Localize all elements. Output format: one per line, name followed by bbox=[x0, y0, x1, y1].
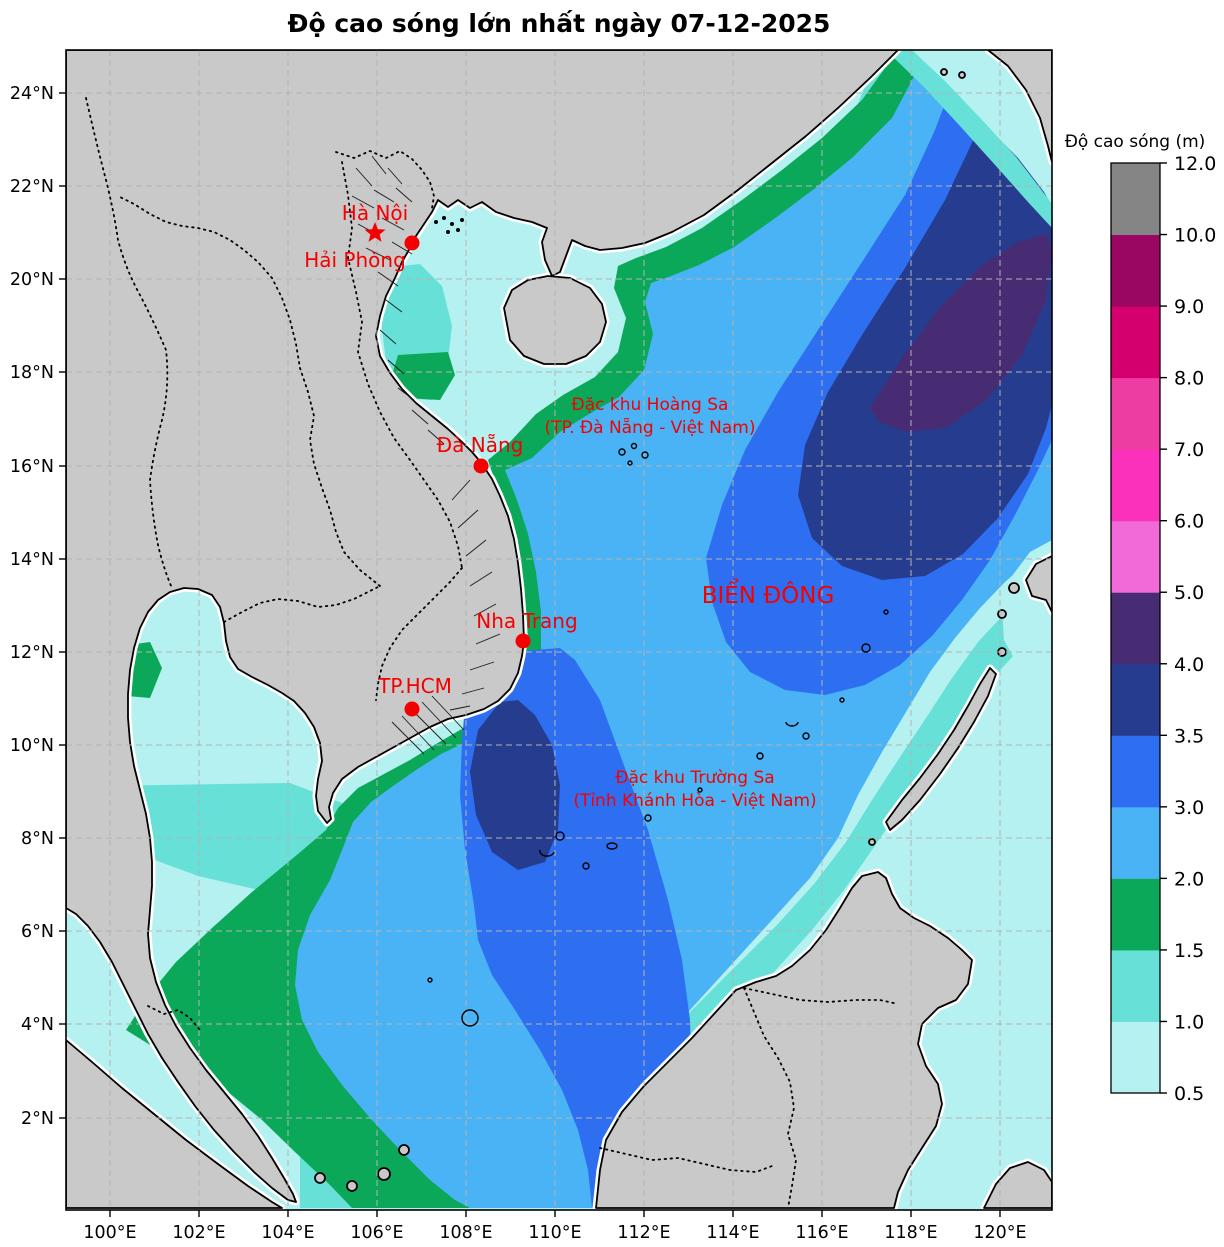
colorbar-cell bbox=[1111, 306, 1160, 379]
city-dot-marker bbox=[515, 633, 531, 649]
y-tick-label: 6°N bbox=[21, 922, 54, 942]
land-islet bbox=[1008, 582, 1020, 594]
country-borders bbox=[85, 97, 899, 1209]
colorbar-cell bbox=[1111, 949, 1160, 1022]
y-tick-label: 14°N bbox=[10, 550, 54, 570]
taiwan-strait-cyan bbox=[884, 50, 1052, 206]
land-palawan bbox=[885, 667, 997, 831]
city-label: Nha Trang bbox=[476, 609, 577, 633]
colorbar-cell bbox=[1111, 663, 1160, 736]
y-tick-label: 12°N bbox=[10, 643, 54, 663]
colorbar-tick-label: 2.0 bbox=[1174, 868, 1204, 890]
x-tick-label: 114°E bbox=[706, 1223, 759, 1243]
colorbar-tick-label: 7.0 bbox=[1174, 439, 1204, 461]
colorbar-cell bbox=[1111, 234, 1160, 307]
colorbar-frame bbox=[1110, 162, 1161, 1094]
x-tick-label: 104°E bbox=[261, 1223, 314, 1243]
land-islet bbox=[398, 1144, 410, 1156]
land-sumatra bbox=[66, 1039, 283, 1209]
colorbar-tick-label: 0.5 bbox=[1174, 1083, 1204, 1105]
land-sulawesi-corner bbox=[983, 1161, 1052, 1209]
x-tick-label: 102°E bbox=[172, 1223, 225, 1243]
city-label: TP.HCM bbox=[377, 674, 452, 698]
region-label-hoang-sa: Đặc khu Hoàng Sa (TP. Đà Nẵng - Việt Nam) bbox=[545, 395, 756, 438]
colorbar-cell bbox=[1111, 449, 1160, 522]
colorbar-cell bbox=[1111, 806, 1160, 879]
colorbar-tick-label: 8.0 bbox=[1174, 368, 1204, 390]
land-islet bbox=[314, 1172, 326, 1184]
land-islet bbox=[958, 71, 966, 79]
colorbar-cell bbox=[1111, 878, 1160, 951]
city-label: Hải Phòng bbox=[304, 248, 406, 272]
y-tick-label: 8°N bbox=[21, 829, 54, 849]
y-tick-label: 2°N bbox=[21, 1109, 54, 1129]
x-axis: 100°E 102°E 104°E 106°E 108°E 110°E 112°E 114°E… bbox=[83, 1210, 1027, 1243]
y-tick-label: 20°N bbox=[10, 270, 54, 290]
map-area: Hà Nội Hải Phòng Đà Nẵng Nha Trang TP.HCM Đặ… bbox=[66, 50, 1052, 1210]
wave-band-40-50 bbox=[870, 234, 1052, 432]
y-tick-label: 4°N bbox=[21, 1015, 54, 1035]
landmass bbox=[66, 50, 1052, 1209]
x-tick-label: 100°E bbox=[83, 1223, 136, 1243]
region-labels: Đặc khu Hoàng Sa (TP. Đà Nẵng - Việt Nam)… bbox=[545, 395, 835, 811]
y-tick-label: 22°N bbox=[10, 177, 54, 197]
land-borneo bbox=[595, 871, 973, 1209]
colorbar: 0.5 1.0 1.5 2.0 3.0 3.5 4.0 5.0 6.0 7.0 8.0 9.0 10.0… bbox=[1111, 153, 1216, 1105]
x-tick-label: 106°E bbox=[350, 1223, 403, 1243]
colorbar-tick-label: 3.5 bbox=[1174, 725, 1204, 747]
colorbar-title: Độ cao sóng (m) bbox=[1065, 132, 1206, 152]
colorbar-tick-label: 9.0 bbox=[1174, 296, 1204, 318]
x-tick-label: 112°E bbox=[617, 1223, 670, 1243]
colorbar-tick-label: 1.5 bbox=[1174, 940, 1204, 962]
colorbar-cell bbox=[1111, 1021, 1160, 1094]
city-label: Hà Nội bbox=[342, 201, 408, 225]
city-markers: Hà Nội Hải Phòng Đà Nẵng Nha Trang TP.HCM bbox=[304, 201, 578, 717]
region-label-bien-dong: BIỂN ĐÔNG bbox=[702, 579, 835, 609]
colorbar-cell bbox=[1111, 735, 1160, 808]
y-tick-label: 16°N bbox=[10, 457, 54, 477]
x-tick-label: 120°E bbox=[973, 1223, 1026, 1243]
region-label-truong-sa: Đặc khu Trường Sa (Tỉnh Khánh Hòa - Việt … bbox=[573, 768, 816, 811]
land-islet bbox=[940, 68, 948, 76]
y-tick-label: 18°N bbox=[10, 363, 54, 383]
colorbar-cell bbox=[1111, 163, 1160, 236]
colorbar-cell bbox=[1111, 377, 1160, 450]
city-star-marker bbox=[364, 222, 386, 242]
land-islet bbox=[346, 1180, 358, 1192]
colorbar-tick-label: 5.0 bbox=[1174, 582, 1204, 604]
colorbar-tick-label: 10.0 bbox=[1174, 225, 1216, 247]
y-tick-label: 10°N bbox=[10, 736, 54, 756]
land-islet bbox=[868, 838, 876, 846]
city-label: Đà Nẵng bbox=[437, 433, 524, 457]
land-islet bbox=[377, 1167, 391, 1181]
colorbar-tick-label: 6.0 bbox=[1174, 511, 1204, 533]
figure-title: Độ cao sóng lớn nhất ngày 07-12-2025 bbox=[288, 9, 831, 38]
colorbar-tick-label: 3.0 bbox=[1174, 797, 1204, 819]
colorbar-tick-label: 1.0 bbox=[1174, 1011, 1204, 1033]
land-taiwan bbox=[987, 50, 1052, 163]
x-tick-label: 110°E bbox=[528, 1223, 581, 1243]
x-tick-label: 116°E bbox=[795, 1223, 848, 1243]
colorbar-cell bbox=[1111, 520, 1160, 593]
city-dot-marker bbox=[473, 458, 489, 474]
x-tick-label: 108°E bbox=[439, 1223, 492, 1243]
land-philippine-island bbox=[1025, 555, 1052, 613]
colorbar-cell bbox=[1111, 592, 1160, 665]
reef-outlines bbox=[427, 442, 889, 1027]
colorbar-tick-label: 4.0 bbox=[1174, 654, 1204, 676]
plot-frame bbox=[65, 49, 1053, 1211]
y-tick-label: 24°N bbox=[10, 84, 54, 104]
land-mainland-asia bbox=[66, 50, 899, 1203]
land-islet bbox=[997, 609, 1007, 619]
x-tick-label: 118°E bbox=[884, 1223, 937, 1243]
y-axis: 24°N 22°N 20°N 18°N 16°N 14°N 12°N 10°N 8°N 6°N 4°… bbox=[10, 84, 66, 1129]
city-dot-marker bbox=[404, 701, 420, 717]
halong-islets bbox=[434, 216, 464, 234]
colorbar-tick-label: 12.0 bbox=[1174, 153, 1216, 175]
city-dot-marker bbox=[404, 235, 420, 251]
graticule bbox=[66, 50, 1052, 1210]
